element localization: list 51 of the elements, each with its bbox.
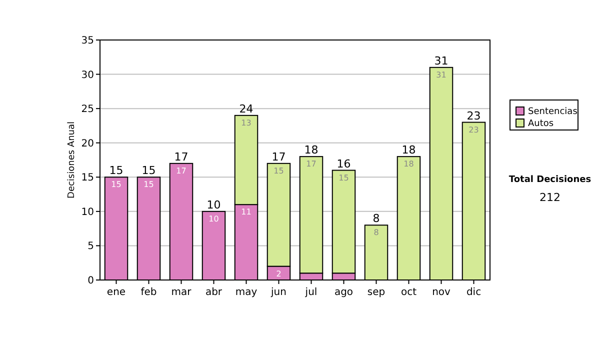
total-label: 17 bbox=[272, 150, 286, 164]
x-tick-label: may bbox=[235, 287, 258, 298]
data-label: 17 bbox=[176, 166, 186, 176]
x-tick-label: jun bbox=[270, 287, 286, 298]
y-tick-label: 20 bbox=[81, 138, 94, 150]
data-label: 11 bbox=[241, 208, 252, 217]
y-axis-title: Decisiones Anual bbox=[67, 122, 77, 198]
total-label: 18 bbox=[304, 144, 318, 157]
total-label: 8 bbox=[372, 212, 380, 226]
x-tick-label: feb bbox=[140, 287, 157, 298]
data-label: 8 bbox=[374, 228, 379, 238]
data-label: 15 bbox=[111, 180, 122, 190]
data-label: 13 bbox=[241, 118, 252, 128]
x-tick-label: ene bbox=[106, 287, 126, 298]
x-tick-label: abr bbox=[205, 287, 223, 298]
data-label: 17 bbox=[306, 160, 316, 169]
y-tick-label: 0 bbox=[88, 276, 94, 286]
legend-label: Autos bbox=[528, 119, 554, 129]
x-tick-label: sep bbox=[367, 287, 386, 298]
data-label: 2 bbox=[276, 269, 282, 278]
y-tick-label: 10 bbox=[81, 206, 94, 218]
data-label: 31 bbox=[436, 70, 446, 80]
data-label: 15 bbox=[338, 173, 349, 182]
y-tick-label: 30 bbox=[81, 70, 94, 81]
data-label: 15 bbox=[274, 166, 284, 176]
legend-label: Sentencias bbox=[528, 107, 578, 117]
total-label: 15 bbox=[109, 164, 124, 178]
total-label: 15 bbox=[142, 164, 156, 178]
x-tick-label: mar bbox=[171, 287, 192, 298]
data-label: 23 bbox=[468, 125, 479, 134]
y-tick-label: 25 bbox=[81, 104, 94, 116]
x-tick-label: ago bbox=[334, 287, 354, 298]
x-tick-label: oct bbox=[400, 287, 417, 298]
data-label: 10 bbox=[208, 214, 219, 224]
total-label: 24 bbox=[239, 102, 254, 116]
total-label: 10 bbox=[206, 198, 221, 212]
data-label: 15 bbox=[144, 180, 154, 190]
text: 212 bbox=[540, 191, 560, 204]
total-label: 23 bbox=[466, 109, 481, 122]
y-tick-label: 5 bbox=[88, 241, 94, 252]
y-tick-label: 15 bbox=[81, 172, 94, 184]
text: Total Decisiones bbox=[508, 175, 592, 185]
x-tick-label: nov bbox=[432, 287, 451, 298]
total-label: 17 bbox=[174, 150, 188, 164]
x-tick-label: jul bbox=[304, 287, 318, 298]
total-label: 31 bbox=[434, 54, 448, 68]
y-tick-label: 35 bbox=[81, 36, 94, 46]
data-label: 18 bbox=[404, 160, 414, 169]
total-label: 18 bbox=[402, 144, 416, 157]
total-label: 16 bbox=[336, 157, 351, 170]
x-tick-label: dic bbox=[466, 287, 482, 298]
